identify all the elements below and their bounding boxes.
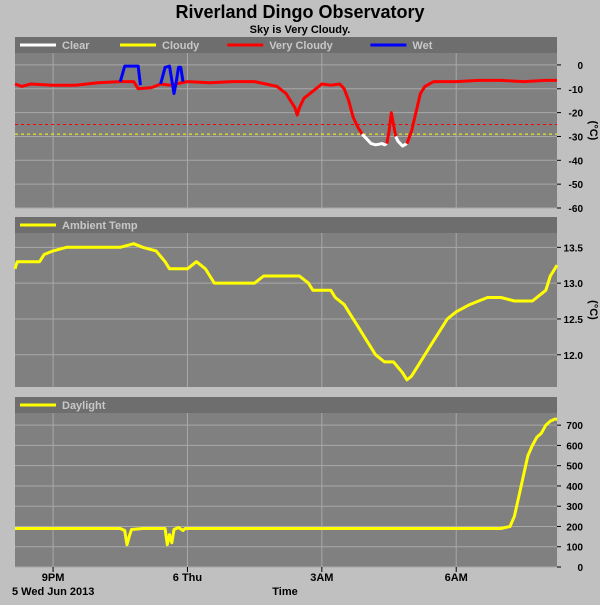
y-tick-label: 600	[566, 441, 583, 452]
ambient-temperature-panel: 12.0 12.5 13.0 13.5 (°C) Ambient Temp	[13, 217, 599, 387]
y-tick-label: -10	[569, 85, 584, 96]
ambient-temperature-plot-area	[15, 217, 557, 387]
daylight-legend-bar	[15, 397, 557, 413]
y-tick-label: -50	[569, 180, 584, 191]
y-tick-label: 13.5	[564, 243, 584, 254]
sky-temperature-series-line-3	[394, 135, 408, 148]
chart-subtitle: Sky is Very Cloudy.	[250, 24, 351, 36]
x-tick-label: 9PM	[42, 572, 65, 584]
y-tick-label: -60	[569, 204, 584, 215]
y-tick-label: 400	[566, 482, 583, 493]
date-label: 5 Wed Jun 2013	[12, 586, 94, 598]
daylight-panel: 0 100 200 300 400 500 600 700 Daylight	[15, 397, 583, 574]
sky-temperature-series-line-6	[159, 64, 178, 95]
y-tick-label: 12.0	[564, 351, 584, 362]
x-tick-label: 3AM	[310, 572, 333, 584]
y-tick-label: -30	[569, 132, 584, 143]
x-tick-label: 6AM	[445, 572, 468, 584]
y-tick-label: 0	[577, 61, 583, 72]
sky-temperature-series-line-2	[385, 111, 398, 144]
y-tick-label: 12.5	[564, 315, 584, 326]
sky-temperature-plot-area	[15, 37, 557, 208]
x-axis-label: Time	[272, 586, 297, 598]
y-tick-label: 500	[566, 462, 583, 473]
y-tick-label: 200	[566, 522, 583, 533]
y-tick-label: 700	[566, 421, 583, 432]
ambient-temperature-series-line-0	[13, 242, 559, 382]
sky-temperature-series-line-5	[118, 64, 142, 86]
sky-temperature-series-line-1	[361, 133, 388, 147]
daylight-plot-area	[15, 397, 557, 567]
daylight-series-line-0	[15, 417, 557, 547]
ambient-temperature-legend-bar	[15, 217, 557, 233]
y-tick-label: 13.0	[564, 279, 584, 290]
legend-label: Very Cloudy	[269, 40, 333, 52]
legend-label: Clear	[62, 40, 90, 52]
chart-title: Riverland Dingo Observatory	[175, 2, 424, 22]
sky-temperature-series-line-4	[405, 78, 557, 145]
legend-label: Daylight	[62, 400, 106, 412]
y-tick-label: -40	[569, 156, 584, 167]
legend-label: Wet	[412, 40, 432, 52]
legend-label: Cloudy	[162, 40, 200, 52]
sky-temperature-y-axis-label: (°C)	[587, 121, 599, 141]
sky-temperature-legend-bar	[15, 37, 557, 53]
legend-label: Ambient Temp	[62, 220, 138, 232]
y-tick-label: -20	[569, 109, 584, 120]
sky-temperature-series-line-0	[14, 80, 364, 135]
ambient-temperature-y-axis-label: (°C)	[587, 300, 599, 320]
y-tick-label: 0	[577, 563, 583, 574]
y-tick-label: 300	[566, 502, 583, 513]
x-tick-label: 6 Thu	[173, 572, 202, 584]
sky-temperature-panel: 0 -10 -20 -30 -40 -50 -60 (°C) Clear Cloudy Very C…	[14, 37, 599, 215]
sky-temperature-series-line-7	[174, 65, 185, 82]
y-tick-label: 100	[566, 543, 583, 554]
